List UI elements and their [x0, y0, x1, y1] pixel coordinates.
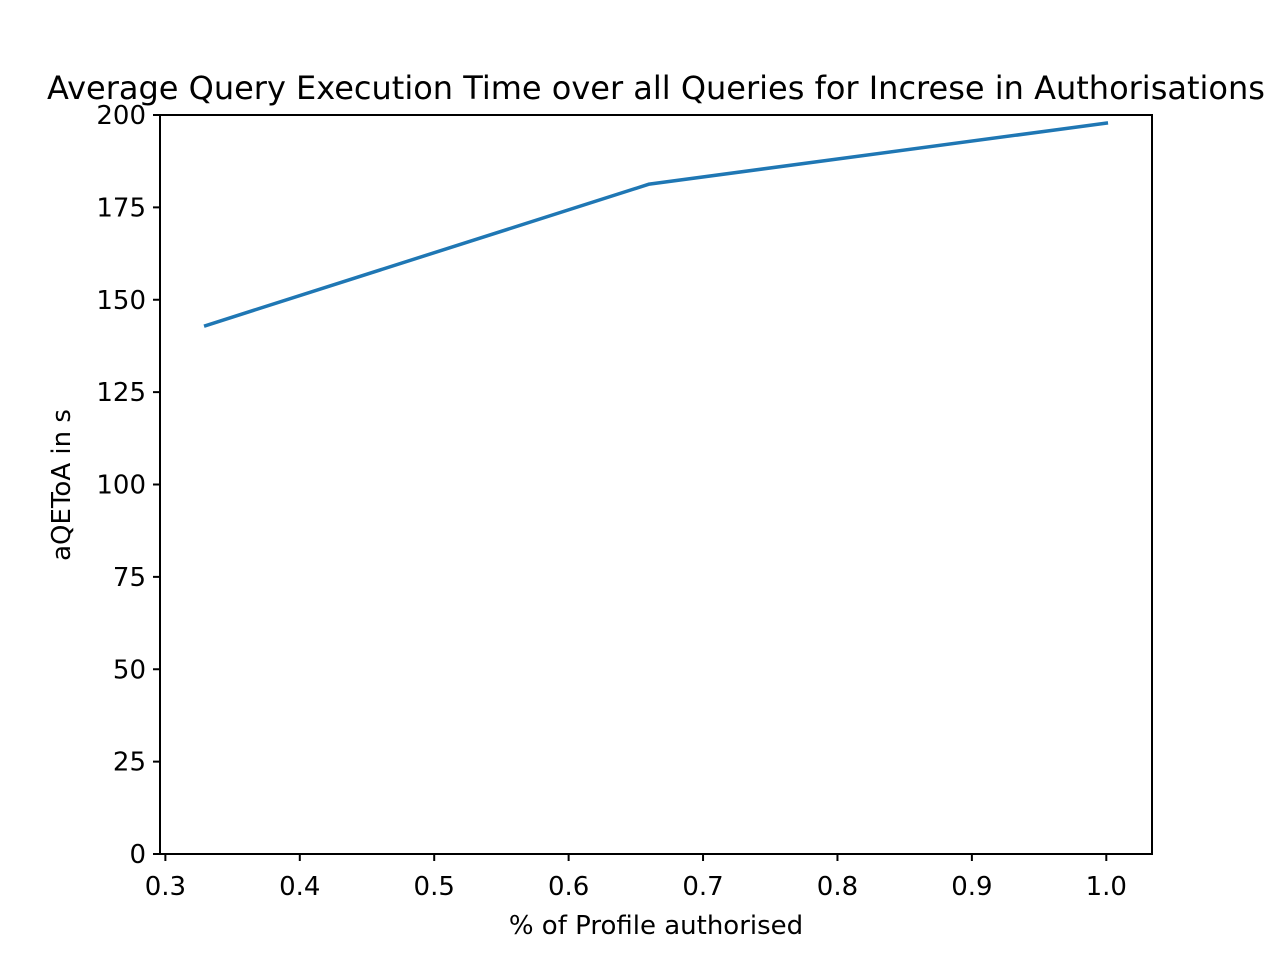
y-tick-label: 100	[96, 471, 146, 501]
y-tick-label: 75	[113, 563, 146, 593]
y-tick-label: 125	[96, 378, 146, 408]
axes-frame	[159, 114, 1153, 855]
y-tick-label: 0	[129, 840, 146, 870]
y-axis-label: aQEToA in s	[47, 409, 77, 561]
y-tick-label: 175	[96, 193, 146, 223]
x-tick-label: 0.3	[145, 872, 186, 902]
y-tick-label: 150	[96, 286, 146, 316]
y-tick-label: 25	[113, 748, 146, 778]
chart-title: Average Query Execution Time over all Qu…	[47, 69, 1265, 107]
x-axis-label: % of Profile authorised	[509, 911, 803, 941]
y-tick-label: 50	[113, 655, 146, 685]
series-line	[203, 121, 1109, 328]
x-tick-label: 0.7	[682, 872, 723, 902]
x-tick-label: 0.5	[414, 872, 455, 902]
y-tick-label: 200	[96, 101, 146, 131]
x-tick-label: 0.4	[279, 872, 320, 902]
x-tick-label: 0.8	[817, 872, 858, 902]
x-tick-label: 0.9	[951, 872, 992, 902]
x-tick-label: 1.0	[1086, 872, 1127, 902]
x-tick-label: 0.6	[548, 872, 589, 902]
plot-area: 0.3 0.4 0.5 0.6 0.7 0.8 0.9 1.0 0 25 50 75 100 125 150…	[96, 101, 1153, 902]
